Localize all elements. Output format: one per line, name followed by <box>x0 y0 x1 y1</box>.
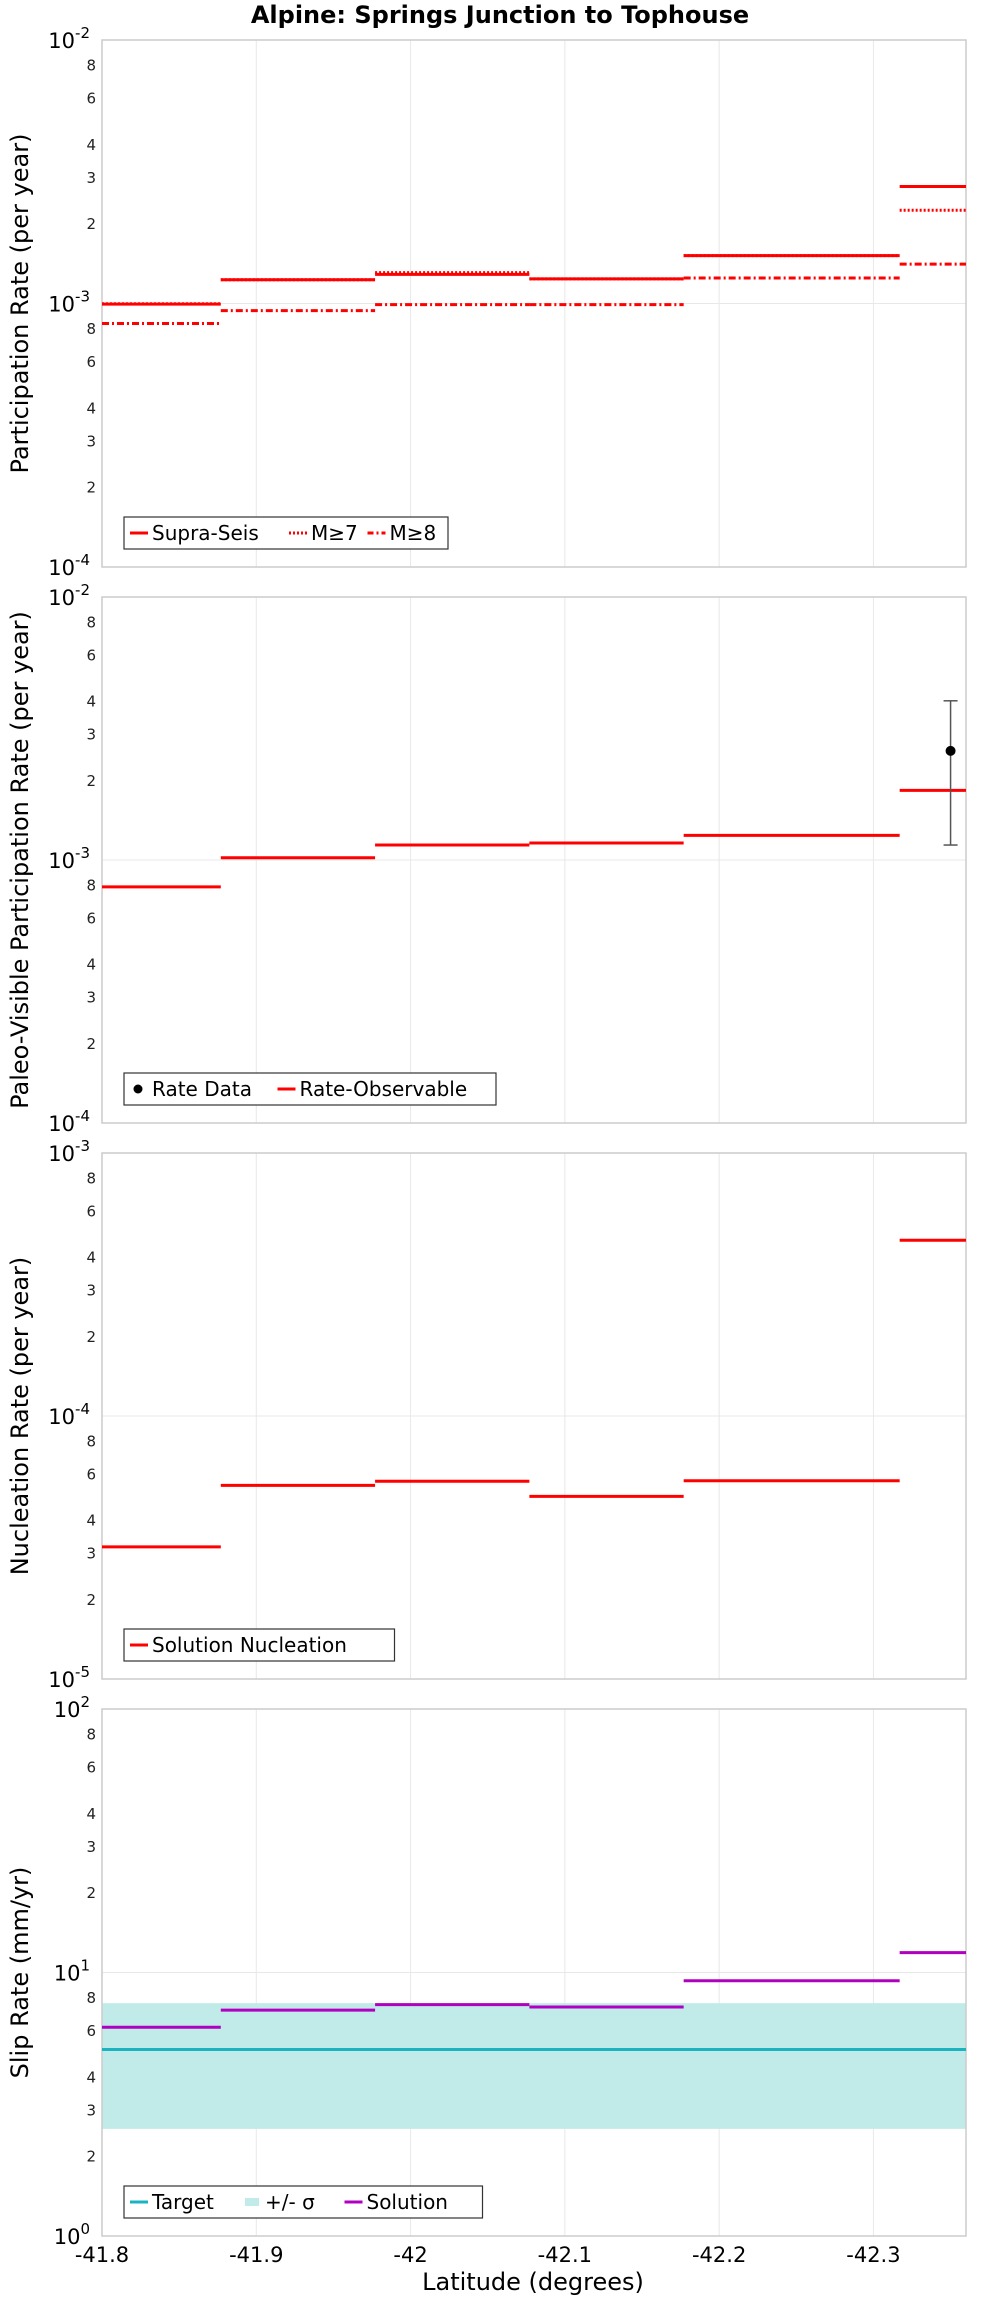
legend: Target +/- σ Solution <box>123 2185 484 2219</box>
y-tick-minor: 6 <box>86 1465 96 1483</box>
y-tick-minor: 4 <box>86 1512 96 1530</box>
y-tick-minor: 2 <box>86 1591 96 1609</box>
y-tick-minor: 6 <box>86 646 96 664</box>
x-tick-label: -41.9 <box>229 2243 283 2267</box>
legend-label: M≥8 <box>390 521 437 545</box>
y-axis-label: Paleo-Visible Participation Rate (per ye… <box>6 611 34 1109</box>
y-tick-minor: 8 <box>86 57 96 75</box>
y-tick-minor: 2 <box>86 772 96 790</box>
y-tick-decade: 10-2 <box>48 24 90 53</box>
x-axis-label: Latitude (degrees) <box>422 2268 644 2296</box>
y-tick-decade: 10-5 <box>48 1663 90 1692</box>
panel-3: 10-3 10-4 10-5 2 3 4 6 8 2 3 4 6 8 Nucleation Rate (p… <box>6 1137 967 1692</box>
y-tick-minor: 6 <box>86 909 96 927</box>
legend-label: Rate-Observable <box>300 1077 468 1101</box>
y-tick-decade: 10-4 <box>48 1400 90 1429</box>
y-tick-minor: 2 <box>86 1328 96 1346</box>
y-tick-minor: 2 <box>86 1035 96 1053</box>
x-tick-label: -42.3 <box>846 2243 900 2267</box>
y-tick-minor: 8 <box>86 613 96 631</box>
legend-marker <box>133 1084 143 1094</box>
legend-box <box>123 2185 484 2219</box>
legend-label: Target <box>151 2190 214 2214</box>
legend-marker <box>245 2198 259 2206</box>
y-tick-minor: 8 <box>86 320 96 338</box>
y-tick-minor: 2 <box>86 479 96 497</box>
x-tick-label: -42.2 <box>692 2243 746 2267</box>
plot-border <box>101 1152 967 1680</box>
y-tick-minor: 4 <box>86 1249 96 1267</box>
y-tick-minor: 4 <box>86 956 96 974</box>
y-tick-minor: 6 <box>86 2022 96 2040</box>
y-tick-minor: 3 <box>86 1545 96 1563</box>
y-tick-minor: 6 <box>86 89 96 107</box>
y-tick-minor: 4 <box>86 2068 96 2086</box>
y-tick-minor: 6 <box>86 353 96 371</box>
y-axis-label: Participation Rate (per year) <box>6 134 34 474</box>
x-tick-label: -41.8 <box>75 2243 129 2267</box>
y-axis-label: Nucleation Rate (per year) <box>6 1257 34 1576</box>
y-tick-minor: 6 <box>86 1202 96 1220</box>
y-tick-minor: 8 <box>86 1989 96 2007</box>
plot-border <box>101 596 967 1124</box>
legend: Supra-Seis M≥7 M≥8 <box>123 516 449 550</box>
panel-4: 102 101 100 2 3 4 6 8 2 3 4 6 8 Slip Rate (mm/yr) Targ… <box>6 1693 967 2249</box>
sigma-band <box>102 2003 966 2129</box>
plot-border <box>101 1708 967 2237</box>
legend-box <box>123 1072 497 1106</box>
y-tick-minor: 8 <box>86 1169 96 1187</box>
legend-label: M≥7 <box>311 521 358 545</box>
y-tick-decade: 10-4 <box>48 551 90 580</box>
y-tick-decade: 101 <box>54 1957 90 1986</box>
y-tick-decade: 10-3 <box>48 844 90 873</box>
y-tick-minor: 2 <box>86 215 96 233</box>
y-tick-minor: 2 <box>86 2148 96 2166</box>
y-tick-minor: 3 <box>86 989 96 1007</box>
legend-label: Rate Data <box>152 1077 252 1101</box>
legend-label: +/- σ <box>265 2190 315 2214</box>
y-tick-minor: 8 <box>86 1726 96 1744</box>
y-tick-decade: 10-4 <box>48 1107 90 1136</box>
y-tick-minor: 3 <box>86 726 96 744</box>
x-tick-label: -42 <box>393 2243 427 2267</box>
y-tick-minor: 4 <box>86 136 96 154</box>
legend-label: Solution Nucleation <box>152 1633 347 1657</box>
y-tick-minor: 8 <box>86 1432 96 1450</box>
y-axis-label: Slip Rate (mm/yr) <box>6 1867 34 2079</box>
y-tick-minor: 8 <box>86 876 96 894</box>
y-tick-decade: 100 <box>54 2220 90 2249</box>
y-tick-minor: 3 <box>86 1282 96 1300</box>
y-tick-minor: 4 <box>86 693 96 711</box>
y-tick-minor: 4 <box>86 1805 96 1823</box>
y-tick-decade: 10-2 <box>48 581 90 610</box>
panel-2: 10-2 10-3 10-4 2 3 4 6 8 2 3 4 6 8 Paleo-Visible Part… <box>6 581 967 1136</box>
y-tick-minor: 6 <box>86 1758 96 1776</box>
legend-box <box>123 516 449 550</box>
legend: Solution Nucleation <box>123 1628 396 1662</box>
rate-data-point <box>945 745 956 756</box>
y-tick-minor: 3 <box>86 2101 96 2119</box>
chart-title: Alpine: Springs Junction to Tophouse <box>251 1 749 29</box>
legend-label: Solution <box>367 2190 448 2214</box>
y-tick-decade: 10-3 <box>48 1137 90 1166</box>
y-tick-minor: 3 <box>86 432 96 450</box>
panel-1: 10-2 10-3 10-4 2 3 4 6 8 2 3 4 6 8 Participation Rate… <box>6 24 967 580</box>
legend: Rate Data Rate-Observable <box>123 1072 497 1106</box>
y-tick-minor: 2 <box>86 1884 96 1902</box>
x-tick-label: -42.1 <box>538 2243 592 2267</box>
y-tick-decade: 10-3 <box>48 288 90 317</box>
legend-box <box>123 1628 396 1662</box>
legend-label: Supra-Seis <box>152 521 259 545</box>
y-tick-minor: 4 <box>86 399 96 417</box>
y-tick-decade: 102 <box>54 1693 90 1722</box>
y-tick-minor: 3 <box>86 1838 96 1856</box>
y-tick-minor: 3 <box>86 169 96 187</box>
